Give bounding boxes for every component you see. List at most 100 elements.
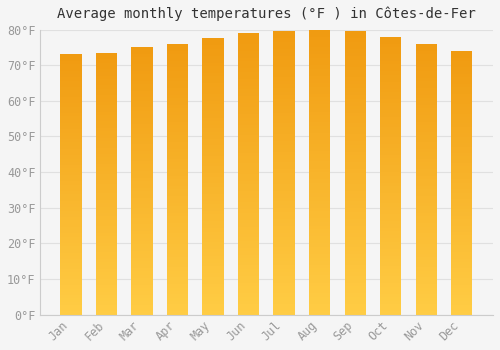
Bar bbox=[96, 105, 117, 108]
Bar bbox=[60, 288, 82, 292]
Bar bbox=[416, 169, 437, 173]
Bar bbox=[202, 218, 224, 222]
Bar bbox=[451, 236, 472, 239]
Bar bbox=[238, 68, 259, 72]
Bar bbox=[60, 292, 82, 295]
Bar bbox=[380, 241, 402, 245]
Bar bbox=[344, 230, 366, 233]
Bar bbox=[380, 287, 402, 290]
Bar bbox=[167, 216, 188, 220]
Bar bbox=[380, 127, 402, 131]
Bar bbox=[344, 74, 366, 77]
Bar bbox=[167, 74, 188, 78]
Bar bbox=[132, 288, 152, 291]
Bar bbox=[274, 42, 295, 46]
Bar bbox=[380, 141, 402, 144]
Bar bbox=[451, 130, 472, 133]
Bar bbox=[344, 159, 366, 162]
Bar bbox=[416, 125, 437, 128]
Bar bbox=[274, 226, 295, 230]
Bar bbox=[167, 159, 188, 162]
Bar bbox=[96, 76, 117, 79]
Bar bbox=[274, 169, 295, 173]
Bar bbox=[274, 99, 295, 102]
Bar bbox=[132, 224, 152, 228]
Bar bbox=[451, 94, 472, 97]
Bar bbox=[416, 206, 437, 210]
Bar bbox=[238, 223, 259, 226]
Bar bbox=[309, 275, 330, 279]
Bar bbox=[380, 138, 402, 141]
Bar bbox=[451, 147, 472, 150]
Bar bbox=[416, 223, 437, 226]
Bar bbox=[167, 115, 188, 118]
Bar bbox=[344, 286, 366, 290]
Bar bbox=[416, 210, 437, 213]
Bar bbox=[60, 110, 82, 113]
Bar bbox=[274, 290, 295, 293]
Bar bbox=[60, 262, 82, 266]
Bar bbox=[96, 177, 117, 180]
Bar bbox=[167, 294, 188, 297]
Bar bbox=[96, 285, 117, 288]
Bar bbox=[416, 308, 437, 311]
Bar bbox=[344, 169, 366, 173]
Bar bbox=[274, 32, 295, 35]
Bar bbox=[451, 169, 472, 173]
Bar bbox=[344, 116, 366, 120]
Bar bbox=[274, 166, 295, 169]
Bar bbox=[202, 132, 224, 135]
Bar bbox=[202, 276, 224, 280]
Bar bbox=[380, 231, 402, 235]
Bar bbox=[60, 272, 82, 275]
Bar bbox=[344, 311, 366, 315]
Bar bbox=[451, 68, 472, 71]
Bar bbox=[167, 301, 188, 304]
Bar bbox=[451, 160, 472, 163]
Bar bbox=[96, 256, 117, 259]
Bar bbox=[202, 194, 224, 197]
Bar bbox=[344, 233, 366, 237]
Bar bbox=[416, 91, 437, 95]
Bar bbox=[344, 276, 366, 279]
Bar bbox=[60, 178, 82, 181]
Bar bbox=[416, 47, 437, 51]
Bar bbox=[380, 158, 402, 162]
Bar bbox=[416, 44, 437, 47]
Bar bbox=[60, 119, 82, 123]
Bar bbox=[344, 60, 366, 63]
Bar bbox=[344, 191, 366, 194]
Bar bbox=[167, 193, 188, 196]
Bar bbox=[416, 183, 437, 186]
Bar bbox=[96, 66, 117, 69]
Bar bbox=[238, 86, 259, 89]
Bar bbox=[60, 61, 82, 64]
Bar bbox=[309, 147, 330, 151]
Bar bbox=[167, 122, 188, 125]
Bar bbox=[96, 161, 117, 164]
Bar bbox=[132, 114, 152, 118]
Bar bbox=[344, 32, 366, 35]
Bar bbox=[96, 125, 117, 128]
Bar bbox=[274, 244, 295, 247]
Bar bbox=[167, 71, 188, 74]
Bar bbox=[380, 304, 402, 308]
Bar bbox=[132, 238, 152, 241]
Bar bbox=[167, 230, 188, 233]
Bar bbox=[238, 104, 259, 107]
Bar bbox=[238, 47, 259, 51]
Bar bbox=[274, 49, 295, 52]
Bar bbox=[96, 102, 117, 105]
Bar bbox=[380, 311, 402, 315]
Bar bbox=[416, 81, 437, 84]
Bar bbox=[96, 158, 117, 161]
Bar bbox=[451, 252, 472, 255]
Bar bbox=[60, 100, 82, 103]
Bar bbox=[274, 46, 295, 49]
Bar bbox=[167, 68, 188, 71]
Bar bbox=[167, 254, 188, 257]
Bar bbox=[96, 282, 117, 285]
Bar bbox=[380, 221, 402, 224]
Bar bbox=[451, 308, 472, 311]
Bar bbox=[416, 98, 437, 102]
